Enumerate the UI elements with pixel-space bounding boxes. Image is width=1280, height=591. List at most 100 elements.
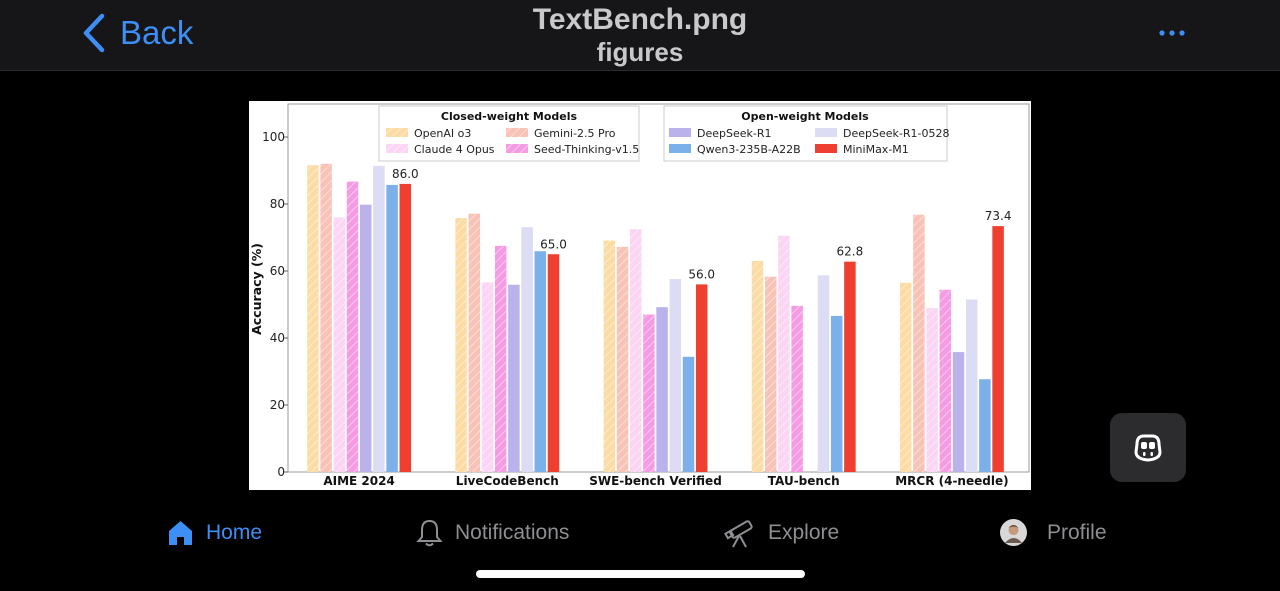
y-tick-label: 0 bbox=[277, 465, 285, 479]
bar-hatch bbox=[939, 289, 952, 472]
more-button[interactable] bbox=[1150, 20, 1194, 46]
bar-chart: 0 20 40 60 80 100 Accuracy (%) 86.0 65.0 56.0 62… bbox=[249, 103, 1030, 488]
x-tick-label: TAU-bench bbox=[768, 474, 840, 488]
legend-open-box bbox=[663, 105, 948, 162]
bar bbox=[952, 352, 965, 472]
bar bbox=[521, 227, 533, 472]
bar-hatch bbox=[346, 181, 359, 472]
bar bbox=[656, 307, 668, 472]
chevron-left-icon bbox=[83, 13, 105, 53]
legend-label: Gemini-2.5 Pro bbox=[534, 127, 616, 140]
copilot-button[interactable] bbox=[1110, 413, 1186, 482]
bar bbox=[682, 356, 695, 472]
bar-hatch bbox=[494, 245, 507, 472]
bar-hatch bbox=[481, 282, 494, 472]
tab-notifications[interactable]: Notifications bbox=[416, 505, 569, 560]
tab-bar: Home Notifications Explore Profile bbox=[0, 505, 1280, 560]
legend-swatch bbox=[669, 128, 691, 137]
bar-hatch bbox=[616, 246, 629, 472]
telescope-icon bbox=[724, 519, 753, 547]
bar-hatch bbox=[333, 217, 346, 472]
legend-label: OpenAI o3 bbox=[414, 127, 471, 140]
legend-closed-title: Closed-weight Models bbox=[441, 110, 578, 123]
bar-hatch bbox=[643, 314, 655, 472]
tab-explore-label: Explore bbox=[768, 520, 840, 544]
back-label: Back bbox=[120, 14, 194, 51]
legend-label: Claude 4 Opus bbox=[414, 143, 495, 156]
y-axis-label: Accuracy (%) bbox=[249, 243, 264, 335]
bar bbox=[830, 315, 843, 472]
legend-swatch-hatch bbox=[386, 128, 408, 137]
bar bbox=[965, 299, 978, 472]
bar-hatch bbox=[629, 229, 642, 472]
back-button[interactable]: Back bbox=[82, 12, 193, 54]
legend-label: Qwen3-235B-A22B bbox=[697, 143, 801, 156]
bar bbox=[547, 254, 560, 472]
y-tick-label: 100 bbox=[262, 130, 285, 144]
data-label: 73.4 bbox=[985, 209, 1012, 223]
legend-label: MiniMax-M1 bbox=[843, 143, 909, 156]
data-label: 56.0 bbox=[688, 267, 715, 281]
folder-subtitle: figures bbox=[596, 37, 684, 67]
image-preview: 0 20 40 60 80 100 Accuracy (%) 86.0 65.0 56.0 62… bbox=[249, 101, 1031, 490]
y-tick-label: 20 bbox=[270, 398, 285, 412]
bar-hatch bbox=[926, 308, 938, 472]
copilot-icon bbox=[1134, 434, 1162, 462]
top-bar: Back TextBench.png figures bbox=[0, 0, 1280, 71]
avatar bbox=[1000, 519, 1027, 546]
legend-swatch bbox=[815, 128, 837, 137]
x-tick-label: SWE-bench Verified bbox=[589, 474, 722, 488]
file-title: TextBench.png bbox=[532, 3, 748, 36]
tab-home[interactable]: Home bbox=[167, 505, 262, 560]
bar bbox=[359, 204, 372, 473]
bar bbox=[992, 226, 1004, 472]
tab-notifications-label: Notifications bbox=[455, 520, 570, 544]
tab-profile[interactable]: Profile bbox=[1000, 505, 1107, 560]
data-label: 62.8 bbox=[837, 245, 864, 259]
legend-label: Seed-Thinking-v1.5 bbox=[534, 143, 639, 156]
bar-hatch bbox=[791, 305, 803, 472]
bar-hatch bbox=[778, 235, 790, 472]
bar bbox=[979, 379, 991, 472]
y-tick-label: 80 bbox=[270, 197, 285, 211]
home-indicator bbox=[476, 570, 805, 578]
bar bbox=[669, 279, 682, 472]
legend-swatch bbox=[669, 144, 691, 153]
ellipsis-icon bbox=[1159, 30, 1185, 36]
legend-label: DeepSeek-R1-0528 bbox=[843, 127, 949, 140]
bar bbox=[695, 284, 708, 472]
legend-swatch bbox=[815, 144, 837, 153]
bar-hatch bbox=[764, 276, 777, 472]
bar-hatch bbox=[899, 282, 912, 472]
bar bbox=[373, 165, 385, 472]
bar-hatch bbox=[751, 260, 764, 472]
legend-open-title: Open-weight Models bbox=[741, 110, 869, 123]
y-tick-label: 60 bbox=[270, 264, 285, 278]
bar-hatch bbox=[468, 213, 481, 472]
bar bbox=[508, 284, 520, 472]
y-tick-label: 40 bbox=[270, 331, 285, 345]
bar bbox=[399, 183, 412, 472]
tab-profile-label: Profile bbox=[1047, 520, 1107, 544]
bar bbox=[386, 184, 398, 472]
bar-hatch bbox=[603, 240, 616, 472]
x-tick-label: LiveCodeBench bbox=[456, 474, 559, 488]
tab-explore[interactable]: Explore bbox=[724, 505, 839, 560]
legend-swatch-hatch bbox=[386, 144, 408, 153]
x-tick-label: MRCR (4-needle) bbox=[895, 474, 1008, 488]
legend-label: DeepSeek-R1 bbox=[697, 127, 772, 140]
bar-hatch bbox=[307, 165, 319, 472]
tab-home-label: Home bbox=[206, 520, 263, 544]
x-tick-label: AIME 2024 bbox=[323, 474, 394, 488]
bar-hatch bbox=[913, 214, 925, 472]
data-label: 65.0 bbox=[540, 237, 567, 251]
bar bbox=[844, 261, 856, 472]
data-label: 86.0 bbox=[392, 167, 419, 181]
legend-swatch-hatch bbox=[506, 128, 528, 137]
legend-swatch-hatch bbox=[506, 144, 528, 153]
bar-hatch bbox=[455, 218, 467, 472]
bar-hatch bbox=[320, 163, 332, 473]
bell-icon bbox=[416, 519, 443, 546]
bar bbox=[817, 275, 830, 472]
home-icon bbox=[169, 521, 192, 545]
